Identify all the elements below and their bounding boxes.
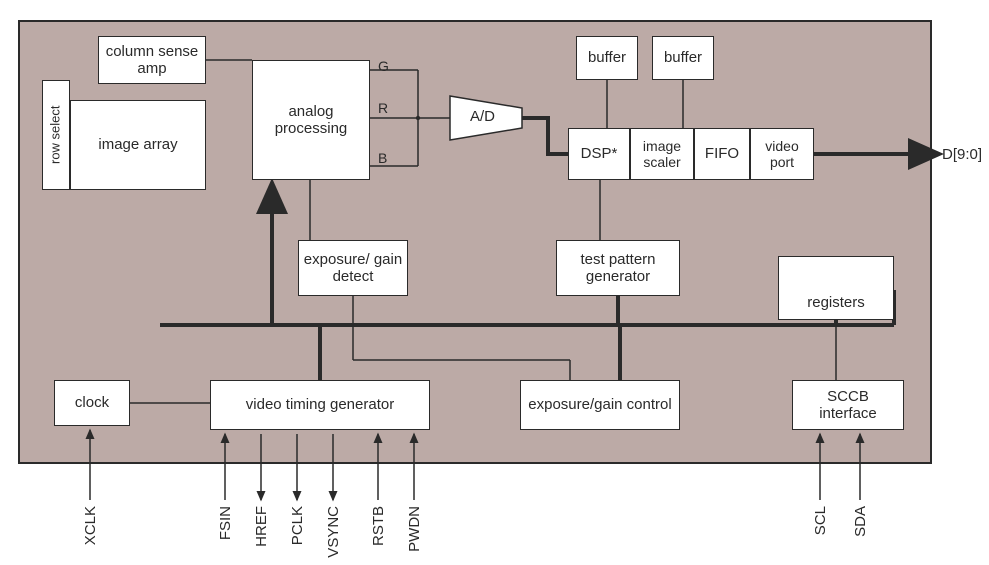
buffer1-block: buffer: [576, 36, 638, 80]
pin-pclk-label: PCLK: [289, 506, 306, 545]
pin-vsync-label: VSYNC: [325, 506, 342, 558]
row-select-block: row select: [42, 80, 70, 190]
image-array-block: image array: [70, 100, 206, 190]
channel-g-label: G: [378, 58, 389, 74]
fifo-block: FIFO: [694, 128, 750, 180]
pin-fsin-label: FSIN: [217, 506, 234, 540]
pin-href-label: HREF: [253, 506, 270, 547]
video-timing-generator-block: video timing generator: [210, 380, 430, 430]
test-pattern-generator-block: test pattern generator: [556, 240, 680, 296]
data-output-label: D[9:0]: [942, 146, 982, 163]
dsp-block: DSP*: [568, 128, 630, 180]
exposure-gain-control-block: exposure/gain control: [520, 380, 680, 430]
registers-block: registers: [778, 256, 894, 320]
channel-r-label: R: [378, 100, 388, 116]
channel-b-label: B: [378, 150, 387, 166]
adc-label: A/D: [470, 108, 495, 125]
pin-pwdn-label: PWDN: [406, 506, 423, 552]
exposure-gain-detect-block: exposure/ gain detect: [298, 240, 408, 296]
analog-processing-block: analog processing: [252, 60, 370, 180]
clock-block: clock: [54, 380, 130, 426]
sccb-interface-block: SCCB interface: [792, 380, 904, 430]
pin-sda-label: SDA: [852, 506, 869, 537]
pin-xclk-label: XCLK: [82, 506, 99, 545]
image-scaler-block: image scaler: [630, 128, 694, 180]
buffer2-block: buffer: [652, 36, 714, 80]
column-sense-amp-block: column sense amp: [98, 36, 206, 84]
pin-scl-label: SCL: [812, 506, 829, 535]
pin-rstb-label: RSTB: [370, 506, 387, 546]
video-port-block: video port: [750, 128, 814, 180]
